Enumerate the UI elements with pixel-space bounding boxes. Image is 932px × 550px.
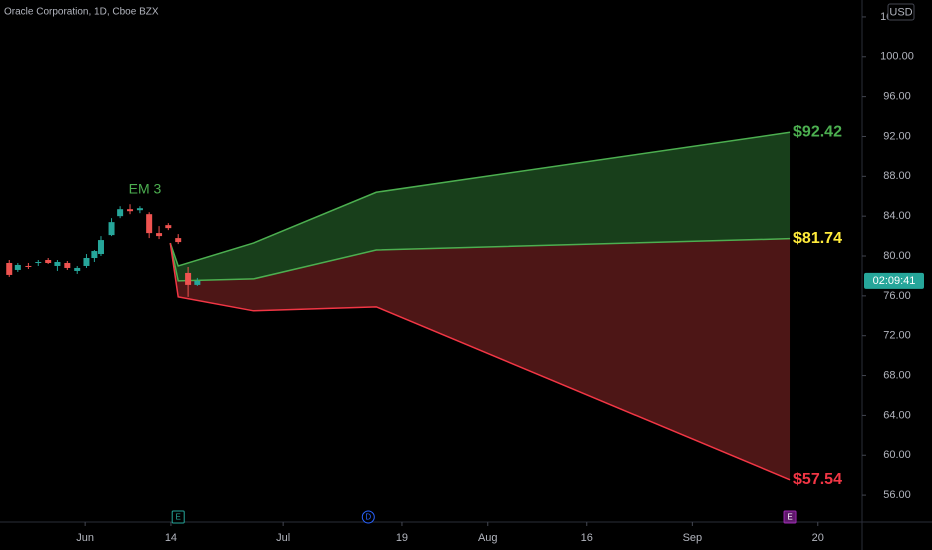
x-tick-label: 19 [396,532,408,544]
event-marker [783,510,797,524]
range-fill [170,132,791,281]
x-tick-label: Jul [276,532,290,544]
event-label: E [176,513,181,522]
y-tick-label: 96.00 [883,91,911,103]
range-value-label: $57.54 [793,471,842,488]
y-tick-label: 68.00 [883,369,911,381]
x-tick-label: 20 [812,532,824,544]
range-line [169,242,791,481]
x-tick-label: Sep [683,532,703,544]
x-tick-label: Aug [478,532,498,544]
range-value-label: $92.42 [793,124,842,141]
x-tick-label: 16 [581,532,593,544]
candle-body [194,280,201,285]
y-tick-label: 80.00 [883,250,911,262]
y-tick-label: 64.00 [883,409,911,421]
range-line [169,131,791,267]
candle-body [74,267,81,271]
candle-body [175,238,182,243]
candle-body [156,233,163,237]
candle-body [6,262,13,275]
candle-body [146,214,153,234]
y-tick-label: 60.00 [883,449,911,461]
overlay-title: EM 3 [129,181,162,197]
candle-body [136,208,143,211]
y-tick-label: 84.00 [883,210,911,222]
currency-badge [887,3,915,21]
price-tag-label: 02:09:41 [873,275,916,287]
candle-body [97,240,104,255]
currency-label: USD [889,6,912,18]
candle-body [45,260,52,263]
candle-body [54,261,61,266]
candle-body [25,265,32,267]
range-value-label: $81.74 [793,230,842,247]
y-tick-label: 92.00 [883,130,911,142]
candle-body [14,264,21,270]
candle-body [83,258,90,266]
candle-body [64,262,71,268]
candle-body [108,222,115,236]
range-fill [170,238,791,480]
candle-body [127,209,134,212]
range-line [169,237,791,282]
y-tick-label: 88.00 [883,170,911,182]
x-tick-label: Jun [76,532,94,544]
candle-body [35,261,42,263]
x-tick-label: 14 [165,532,177,544]
candle-body [117,209,124,217]
price-tag [864,272,924,289]
candle-body [165,225,172,229]
y-tick-label: 76.00 [883,290,911,302]
event-marker [171,510,185,524]
candle-body [91,251,98,259]
candle-body [185,272,192,285]
y-tick-label: 72.00 [883,330,911,342]
chart-title: Oracle Corporation, 1D, Cboe BZX [4,7,159,18]
y-tick-label: 56.00 [883,489,911,501]
event-marker [361,510,375,524]
y-tick-label: 100.00 [880,51,914,63]
event-label: D [365,513,371,522]
event-label: E [787,513,792,522]
